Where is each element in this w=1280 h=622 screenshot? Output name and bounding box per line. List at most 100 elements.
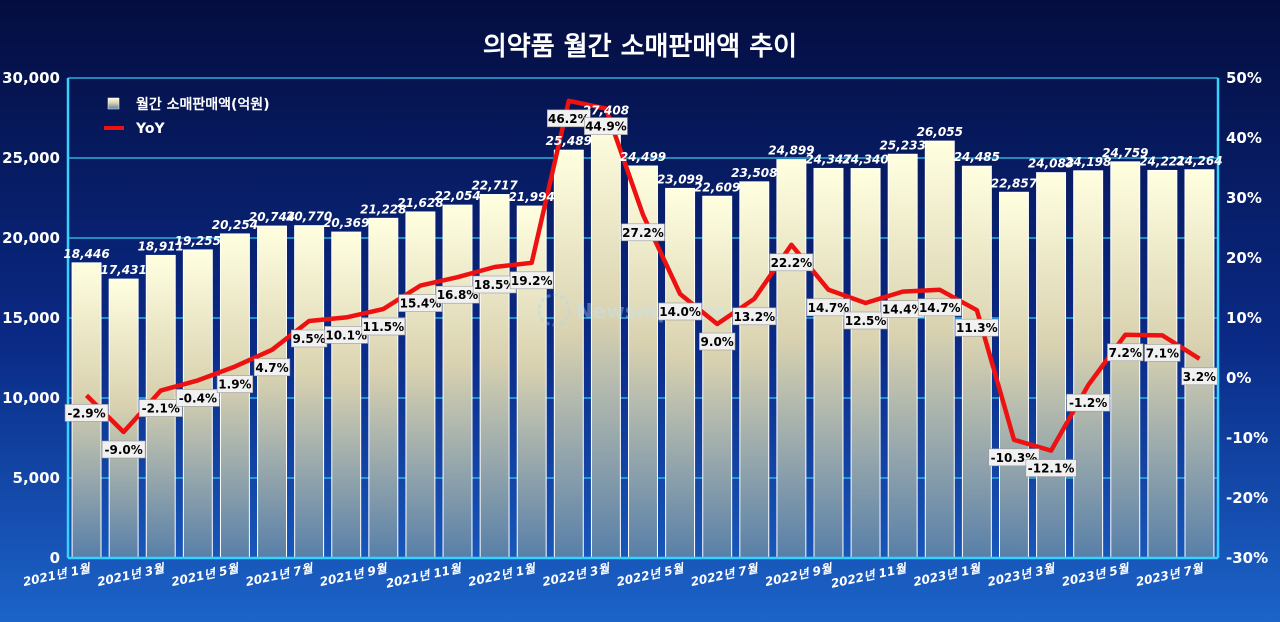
left-tick-label: 25,000 bbox=[2, 149, 60, 167]
bar bbox=[739, 181, 770, 559]
yoy-value-label: 19.2% bbox=[509, 271, 554, 290]
yoy-value-label: 13.2% bbox=[732, 307, 777, 326]
bar bbox=[850, 168, 881, 559]
bar bbox=[961, 165, 992, 559]
yoy-value-label: 27.2% bbox=[621, 223, 665, 242]
yoy-label-box bbox=[843, 311, 888, 330]
yoy-label-text: 4.7% bbox=[255, 361, 288, 375]
bar-value-label: 24,485 bbox=[954, 150, 1000, 164]
x-tick-label: 2022년 1월 bbox=[467, 561, 538, 589]
yoy-label-text: -9.0% bbox=[105, 443, 143, 457]
yoy-label-box bbox=[64, 404, 109, 422]
bar-value-label: 26,055 bbox=[917, 125, 963, 139]
yoy-label-box bbox=[253, 358, 291, 377]
yoy-label-text: 14.4% bbox=[882, 303, 924, 317]
yoy-value-label: -2.1% bbox=[138, 399, 183, 417]
yoy-value-label: 1.9% bbox=[216, 375, 254, 393]
yoy-value-label: 16.8% bbox=[435, 285, 480, 304]
yoy-value-label: 14.7% bbox=[917, 298, 962, 317]
bar bbox=[331, 231, 362, 559]
yoy-label-text: 11.3% bbox=[956, 321, 998, 335]
bar-value-label: 19,255 bbox=[175, 234, 221, 248]
yoy-label-box bbox=[1025, 459, 1077, 477]
yoy-label-box bbox=[176, 389, 220, 407]
bar bbox=[1073, 170, 1104, 559]
yoy-line bbox=[84, 98, 1201, 453]
left-tick-label: 10,000 bbox=[2, 389, 60, 407]
yoy-value-label: 15.4% bbox=[398, 294, 443, 312]
yoy-label-text: 14.7% bbox=[919, 301, 961, 315]
left-tick-label: 5,000 bbox=[13, 469, 60, 487]
x-tick-label: 2021년 5월 bbox=[170, 561, 241, 589]
bar-value-label: 23,099 bbox=[657, 172, 703, 186]
bar-value-label: 24,198 bbox=[1065, 155, 1111, 169]
x-tick-label: 2023년 5월 bbox=[1060, 561, 1131, 589]
yoy-label-box bbox=[1181, 367, 1218, 386]
yoy-label-text: 22.2% bbox=[771, 256, 813, 270]
bar bbox=[219, 233, 250, 559]
legend-bar-label: 월간 소매판매액(억원) bbox=[136, 96, 270, 113]
bar-series bbox=[71, 118, 1215, 559]
bar-value-label: 22,609 bbox=[694, 180, 740, 194]
right-tick-label: 10% bbox=[1226, 309, 1262, 327]
yoy-label-text: -2.9% bbox=[67, 406, 105, 420]
yoy-label-box bbox=[361, 317, 406, 336]
bar bbox=[405, 211, 436, 559]
yoy-value-label: 14.0% bbox=[658, 302, 702, 321]
x-tick-label: 2021년 3월 bbox=[96, 561, 167, 589]
yoy-label-text: 1.9% bbox=[218, 378, 251, 392]
yoy-label-text: 44.9% bbox=[585, 120, 627, 134]
x-tick-label: 2021년 7월 bbox=[244, 561, 315, 589]
chart-title: 의약품 월간 소매판매액 추이 bbox=[483, 32, 797, 62]
yoy-value-label: 12.5% bbox=[843, 311, 888, 330]
yoy-label-text: 14.0% bbox=[659, 305, 701, 319]
bar-value-label: 21,628 bbox=[397, 196, 443, 210]
yoy-label-text: 14.7% bbox=[808, 301, 850, 315]
yoy-label-text: 7.1% bbox=[1146, 346, 1179, 360]
yoy-value-label: -2.9% bbox=[64, 404, 109, 422]
yoy-label-text: 46.2% bbox=[548, 112, 590, 126]
bar-value-label: 21,994 bbox=[509, 190, 555, 204]
bar-value-label: 20,254 bbox=[212, 218, 258, 232]
x-tick-label: 2022년 9월 bbox=[764, 561, 835, 589]
bar bbox=[665, 187, 696, 559]
right-tick-label: 50% bbox=[1226, 69, 1262, 87]
yoy-label-box bbox=[732, 307, 777, 326]
yoy-line-series bbox=[84, 98, 1201, 453]
yoy-label-text: 16.8% bbox=[437, 288, 479, 302]
yoy-label-box bbox=[955, 318, 999, 337]
yoy-label-text: -2.1% bbox=[142, 402, 180, 416]
yoy-value-label: 9.0% bbox=[699, 332, 736, 351]
yoy-label-box bbox=[806, 298, 851, 317]
yoy-label-box bbox=[621, 223, 665, 242]
yoy-value-label: -1.2% bbox=[1066, 393, 1110, 412]
bar bbox=[368, 217, 399, 559]
bar-value-label: 24,347 bbox=[805, 152, 852, 166]
bar bbox=[590, 118, 621, 559]
yoy-label-text: -0.4% bbox=[179, 391, 217, 405]
left-tick-label: 30,000 bbox=[2, 69, 60, 87]
yoy-value-label: -0.4% bbox=[176, 389, 220, 407]
bar-value-label: 27,408 bbox=[583, 103, 629, 117]
yoy-value-label: 9.5% bbox=[291, 329, 328, 348]
yoy-value-label: -9.0% bbox=[101, 440, 146, 459]
yoy-label-box bbox=[1144, 344, 1181, 362]
yoy-value-label: 46.2% bbox=[547, 109, 591, 128]
yoy-value-label: 14.4% bbox=[880, 300, 925, 318]
bar bbox=[776, 159, 807, 559]
yoy-value-label: 4.7% bbox=[253, 358, 291, 377]
bar bbox=[924, 140, 955, 559]
yoy-label-box bbox=[138, 399, 183, 417]
bar bbox=[813, 167, 844, 559]
yoy-label-text: -12.1% bbox=[1028, 462, 1075, 476]
right-tick-label: 20% bbox=[1226, 249, 1262, 267]
legend-line-label: YoY bbox=[135, 121, 165, 137]
bar-value-label: 25,233 bbox=[880, 138, 926, 152]
yoy-label-text: 15.4% bbox=[400, 297, 442, 311]
yoy-label-text: 27.2% bbox=[622, 226, 664, 240]
bar bbox=[887, 153, 918, 559]
yoy-label-text: 10.1% bbox=[325, 328, 367, 342]
axes bbox=[66, 78, 1220, 560]
